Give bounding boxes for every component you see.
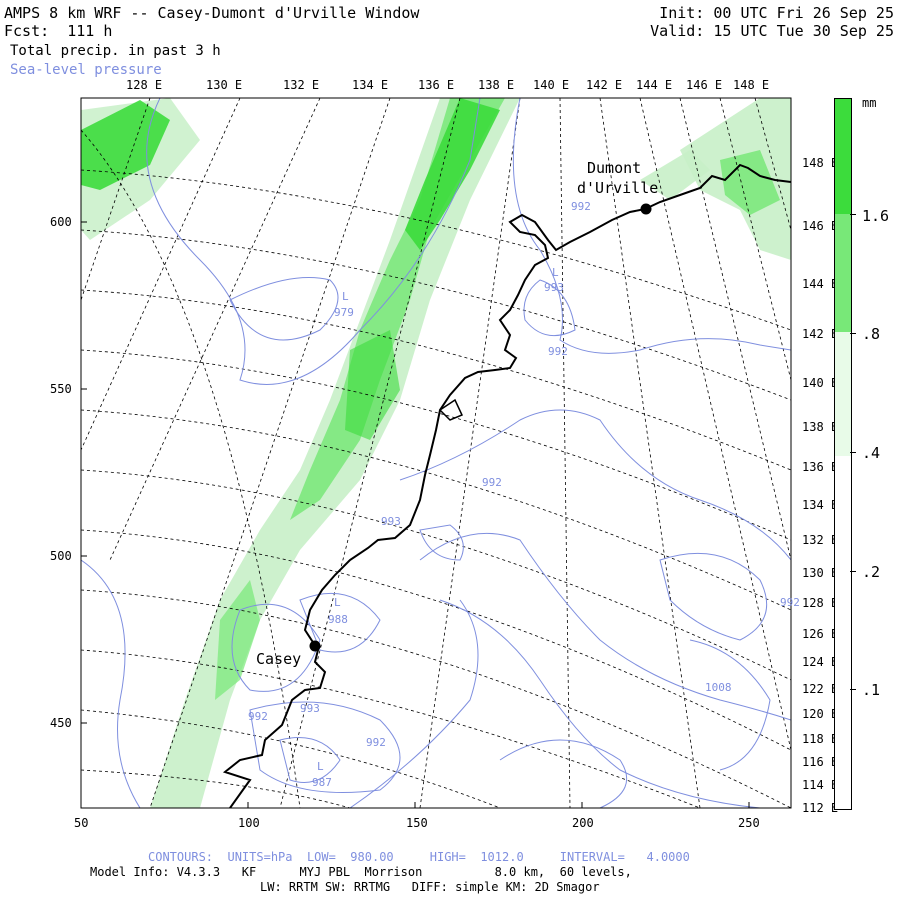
- axis-ticks: [81, 221, 750, 808]
- right-lon-label: 124 E: [802, 655, 838, 669]
- x-axis-label: 50: [74, 816, 88, 830]
- contour-label: L: [334, 596, 341, 609]
- contour-label: 1008: [705, 681, 732, 694]
- top-lon-label: 140 E: [533, 78, 569, 92]
- right-lon-label: 128 E: [802, 596, 838, 610]
- top-lon-label: 148 E: [733, 78, 769, 92]
- x-axis-label: 250: [738, 816, 760, 830]
- contour-label: 992: [780, 596, 800, 609]
- top-lon-label: 132 E: [283, 78, 319, 92]
- station-label-dumont-2: d'Urville: [577, 179, 658, 197]
- contour-label: 993: [544, 281, 564, 294]
- contour-label: 979: [334, 306, 354, 319]
- right-lon-label: 120 E: [802, 707, 838, 721]
- x-axis-label: 200: [572, 816, 594, 830]
- colorbar-band-light: [835, 332, 851, 456]
- x-axis-label: 150: [406, 816, 428, 830]
- right-lon-label: 112 E: [802, 801, 838, 815]
- top-lon-label: 128 E: [126, 78, 162, 92]
- right-lon-label: 146 E: [802, 219, 838, 233]
- station-marker-casey: [309, 640, 321, 652]
- contour-label: L: [317, 760, 324, 773]
- y-axis-label: 500: [50, 549, 72, 563]
- field-primary-label: Total precip. in past 3 h: [10, 43, 221, 59]
- top-lon-label: 138 E: [478, 78, 514, 92]
- colorbar-tick: [850, 452, 856, 453]
- colorbar-tick: [850, 689, 856, 690]
- colorbar-tick: [850, 333, 856, 334]
- station-label-dumont-1: Dumont: [587, 159, 641, 177]
- pressure-contours: [81, 98, 791, 808]
- right-lon-label: 144 E: [802, 277, 838, 291]
- latlon-grid: [81, 98, 791, 808]
- y-axis-label: 550: [50, 382, 72, 396]
- colorbar-unit: mm: [862, 96, 877, 110]
- colorbar-band-mid: [835, 214, 851, 332]
- init-time: Init: 00 UTC Fri 26 Sep 25: [659, 4, 894, 22]
- footer-contours: CONTOURS: UNITS=hPa LOW= 980.00 HIGH= 10…: [148, 850, 690, 864]
- contour-label: L: [342, 290, 349, 303]
- field-secondary-label: Sea-level pressure: [10, 62, 162, 78]
- top-lon-label: 136 E: [418, 78, 454, 92]
- contour-label: 992: [248, 710, 268, 723]
- colorbar-label: 1.6: [862, 207, 890, 225]
- right-lon-label: 126 E: [802, 627, 838, 641]
- top-lon-label: 142 E: [586, 78, 622, 92]
- top-lon-label: 130 E: [206, 78, 242, 92]
- right-lon-labels: 148 E 146 E 144 E 142 E 140 E 138 E 136 …: [802, 156, 838, 815]
- top-lon-labels: 128 E 130 E 132 E 134 E 136 E 138 E 140 …: [126, 78, 769, 92]
- right-lon-label: 136 E: [802, 460, 838, 474]
- top-lon-label: 144 E: [636, 78, 672, 92]
- colorbar-tick: [850, 571, 856, 572]
- colorbar-label: .2: [862, 563, 881, 581]
- right-lon-label: 122 E: [802, 682, 838, 696]
- precip-shading: [81, 98, 791, 808]
- map-plot-area: [81, 98, 791, 808]
- top-lon-label: 146 E: [686, 78, 722, 92]
- x-axis-labels: 50 100 150 200 250: [74, 816, 760, 830]
- map-title: AMPS 8 km WRF -- Casey-Dumont d'Urville …: [4, 4, 420, 22]
- right-lon-label: 138 E: [802, 420, 838, 434]
- right-lon-label: 140 E: [802, 376, 838, 390]
- contour-label: 987: [312, 776, 332, 789]
- contour-label: 993: [300, 702, 320, 715]
- right-lon-label: 134 E: [802, 498, 838, 512]
- right-lon-label: 114 E: [802, 778, 838, 792]
- top-lon-label: 134 E: [352, 78, 388, 92]
- contour-labels: 992 993 992 979 L L 992 993 L 988 992 99…: [248, 200, 800, 789]
- colorbar-band-strong: [835, 99, 851, 214]
- valid-time: Valid: 15 UTC Tue 30 Sep 25: [650, 22, 894, 40]
- y-axis-label: 600: [50, 215, 72, 229]
- right-lon-label: 148 E: [802, 156, 838, 170]
- colorbar-band-none: [835, 688, 851, 809]
- right-lon-label: 118 E: [802, 732, 838, 746]
- contour-label: 992: [548, 345, 568, 358]
- precip-colorbar: [834, 98, 852, 810]
- footer-physics: LW: RRTM SW: RRTMG DIFF: simple KM: 2D S…: [260, 880, 600, 894]
- right-lon-label: 116 E: [802, 755, 838, 769]
- right-lon-label: 132 E: [802, 533, 838, 547]
- colorbar-band-white: [835, 456, 851, 688]
- footer-model-info: Model Info: V4.3.3 KF MYJ PBL Morrison 8…: [90, 865, 632, 879]
- x-axis-label: 100: [238, 816, 260, 830]
- colorbar-label: .4: [862, 444, 881, 462]
- colorbar-label: .8: [862, 325, 881, 343]
- colorbar-tick: [850, 214, 856, 215]
- contour-label: 988: [328, 613, 348, 626]
- station-marker-dumont: [640, 203, 652, 215]
- contour-label: 992: [571, 200, 591, 213]
- contour-label: 992: [482, 476, 502, 489]
- right-lon-label: 142 E: [802, 327, 838, 341]
- forecast-hour: Fcst: 111 h: [4, 22, 113, 40]
- contour-label: 992: [366, 736, 386, 749]
- right-lon-label: 130 E: [802, 566, 838, 580]
- contour-label: L: [552, 266, 559, 279]
- coastline: [222, 163, 791, 808]
- y-axis-labels: 600 550 500 450: [50, 215, 72, 730]
- y-axis-label: 450: [50, 716, 72, 730]
- contour-label: 993: [381, 515, 401, 528]
- colorbar-label: .1: [862, 681, 881, 699]
- station-label-casey: Casey: [256, 650, 301, 668]
